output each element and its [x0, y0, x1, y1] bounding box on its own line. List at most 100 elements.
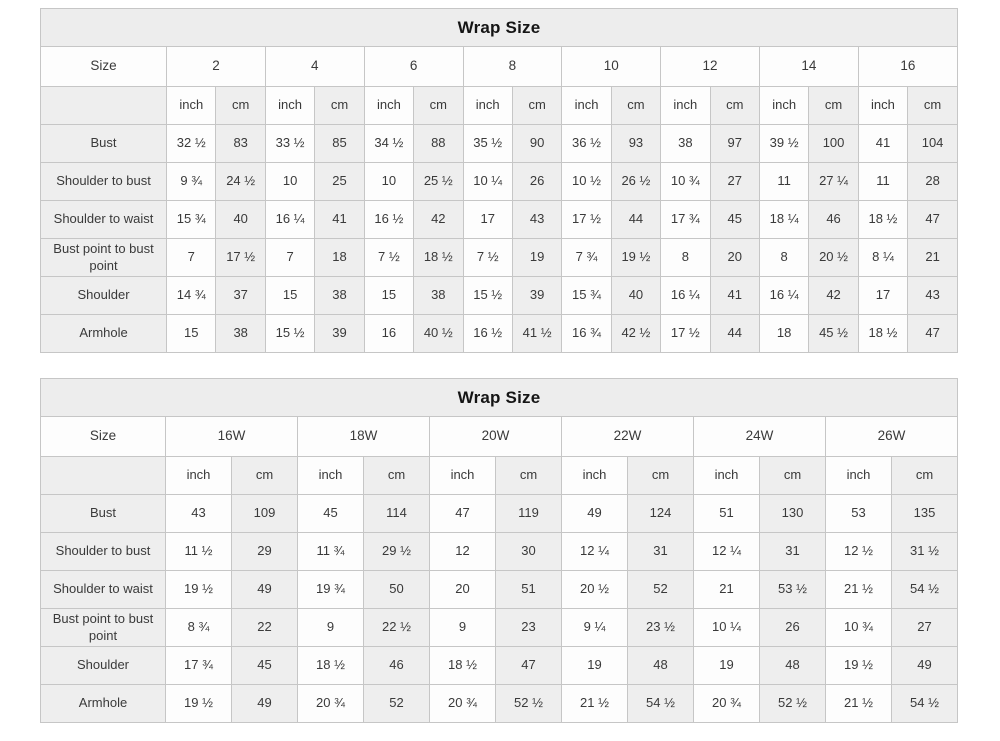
data-cell: 14 ¾ [166, 276, 217, 315]
data-cell: 38 [660, 124, 711, 163]
data-cell: 45 ½ [808, 314, 859, 353]
data-cell: 41 [709, 276, 760, 315]
data-cell: 8 ¾ [165, 608, 232, 647]
data-cell: 12 [429, 532, 496, 571]
data-cell: 53 [825, 494, 892, 533]
data-cell: 18 [314, 238, 365, 277]
data-cell: 19 [693, 646, 760, 685]
data-cell: 83 [215, 124, 266, 163]
row-label: Shoulder [40, 646, 166, 685]
data-cell: 43 [511, 200, 563, 239]
data-cell: 21 [693, 570, 760, 609]
data-cell: 18 ½ [429, 646, 496, 685]
data-cell: 19 ½ [165, 570, 232, 609]
data-cell: 9 [429, 608, 496, 647]
unit-header-inch: inch [758, 86, 810, 125]
size-header-cell: 10 [561, 46, 662, 87]
data-cell: 42 ½ [610, 314, 662, 353]
data-cell: 20 ½ [561, 570, 628, 609]
measurement-row: Shoulder to bust 11 ½ 29 11 ¾ 29 ½ 12 30 12 ¼ 31… [40, 532, 959, 571]
data-cell: 10 ¾ [660, 162, 711, 201]
data-cell: 10 ¼ [693, 608, 760, 647]
data-cell: 7 ¾ [561, 238, 612, 277]
data-cell: 43 [165, 494, 232, 533]
data-cell: 49 [231, 684, 298, 723]
data-cell: 25 ½ [413, 162, 464, 201]
data-cell: 40 [215, 200, 266, 239]
data-cell: 11 ¾ [297, 532, 364, 571]
unit-header-inch: inch [660, 86, 711, 125]
unit-header-cm: cm [709, 86, 760, 125]
data-cell: 25 [314, 162, 365, 201]
data-cell: 35 ½ [462, 124, 513, 163]
data-cell: 38 [215, 314, 266, 353]
table-title: Wrap Size [39, 378, 959, 417]
data-cell: 17 ¾ [660, 200, 711, 239]
data-cell: 16 ½ [462, 314, 513, 353]
data-cell: 22 [231, 608, 298, 647]
unit-header-cm: cm [215, 86, 266, 125]
data-cell: 15 ¾ [166, 200, 217, 239]
size-chart-table: Wrap Size Size 16W 18W 20W 22W 24W 26W inch cm inc… [39, 378, 959, 723]
data-cell: 40 ½ [413, 314, 464, 353]
data-cell: 26 ½ [610, 162, 662, 201]
data-cell: 16 ¼ [758, 276, 810, 315]
table-title-row: Wrap Size [39, 378, 959, 417]
data-cell: 38 [413, 276, 464, 315]
data-cell: 93 [610, 124, 662, 163]
data-cell: 54 ½ [890, 570, 959, 609]
unit-header-cm: cm [231, 456, 298, 495]
data-cell: 32 ½ [166, 124, 217, 163]
size-header-row: Size 16W 18W 20W 22W 24W 26W [40, 416, 959, 457]
unit-header-inch: inch [561, 456, 628, 495]
data-cell: 15 [166, 314, 217, 353]
data-cell: 45 [709, 200, 760, 239]
size-header-cell: 8 [462, 46, 563, 87]
unit-header-inch: inch [264, 86, 316, 125]
row-label: Armhole [39, 314, 168, 353]
data-cell: 27 [709, 162, 760, 201]
data-cell: 10 ¼ [462, 162, 513, 201]
data-cell: 8 ¼ [857, 238, 909, 277]
unit-header-inch: inch [462, 86, 513, 125]
data-cell: 90 [511, 124, 563, 163]
data-cell: 10 [264, 162, 316, 201]
size-header-cell: 26W [824, 416, 959, 457]
size-header-cell: 16W [165, 416, 298, 457]
data-cell: 20 ¾ [297, 684, 364, 723]
data-cell: 33 ½ [264, 124, 316, 163]
unit-header-cm: cm [907, 86, 958, 125]
data-cell: 11 [758, 162, 810, 201]
data-cell: 88 [413, 124, 464, 163]
data-cell: 23 [495, 608, 562, 647]
size-header-cell: 4 [264, 46, 365, 87]
size-corner-label: Size [39, 46, 168, 87]
data-cell: 18 ½ [297, 646, 364, 685]
data-cell: 20 ¾ [429, 684, 496, 723]
data-cell: 18 ½ [857, 200, 909, 239]
unit-header-inch: inch [429, 456, 496, 495]
data-cell: 47 [495, 646, 562, 685]
data-cell: 44 [709, 314, 760, 353]
row-label: Bust point to bust point [39, 238, 168, 277]
data-cell: 15 ½ [462, 276, 513, 315]
data-cell: 17 ¾ [165, 646, 232, 685]
data-cell: 51 [495, 570, 562, 609]
data-cell: 22 ½ [363, 608, 430, 647]
unit-header-cm: cm [610, 86, 662, 125]
data-cell: 11 [857, 162, 909, 201]
size-chart-table: Wrap Size Size 2 4 6 8 10 12 14 16 inch cm inch cm inc… [39, 8, 959, 353]
data-cell: 39 ½ [758, 124, 810, 163]
row-label: Shoulder to bust [40, 532, 166, 571]
row-label: Armhole [40, 684, 166, 723]
data-cell: 41 [857, 124, 909, 163]
page: Wrap Size Size 2 4 6 8 10 12 14 16 inch cm inch cm inc… [39, 8, 959, 723]
data-cell: 47 [907, 314, 958, 353]
measurement-row: Shoulder to bust 9 ¾ 24 ½ 10 25 10 25 ½ 10 ¼ 26 1… [39, 162, 958, 201]
data-cell: 43 [907, 276, 958, 315]
data-cell: 85 [314, 124, 365, 163]
data-cell: 48 [627, 646, 694, 685]
data-cell: 29 [231, 532, 298, 571]
size-header-cell: 24W [693, 416, 826, 457]
